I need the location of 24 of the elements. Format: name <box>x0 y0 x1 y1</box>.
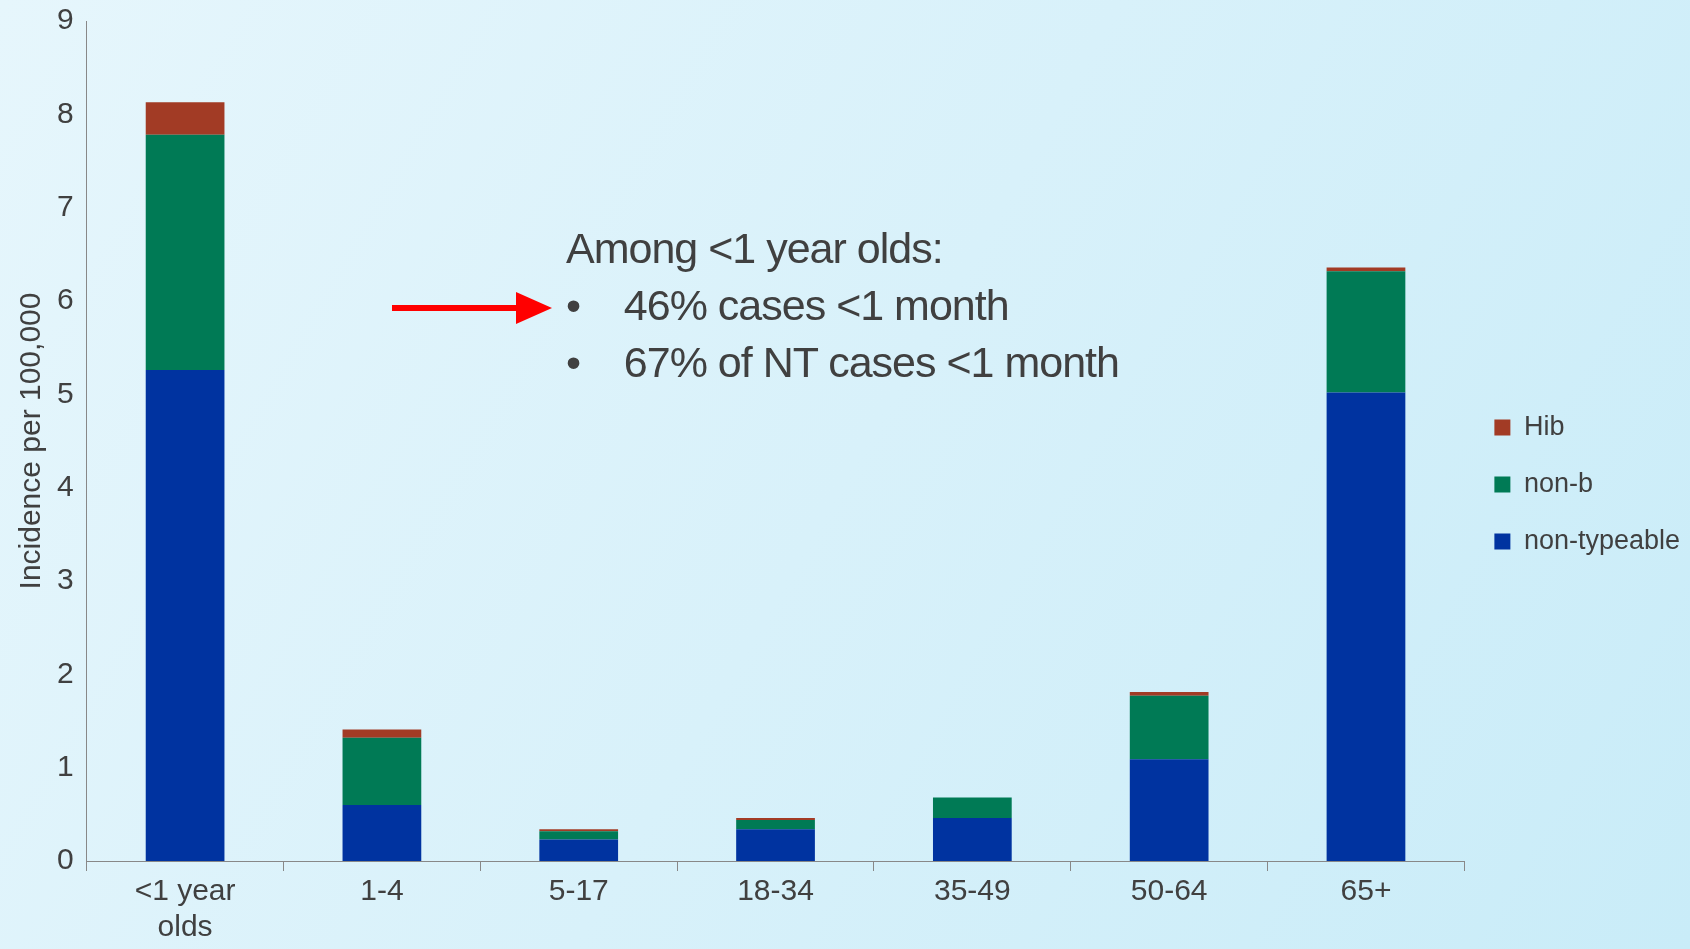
x-tick-label: <1 year olds <box>134 873 236 943</box>
y-tick-label: 0 <box>57 842 74 876</box>
y-tick-label: 2 <box>57 655 74 689</box>
x-tick-label: 65+ <box>1340 873 1392 907</box>
x-tick-label: 35-49 <box>933 873 1011 907</box>
annotation: • 67% of NT cases <1 month <box>566 337 1119 388</box>
legend-label: non-b <box>1523 467 1593 498</box>
annotation: Among <1 year olds: <box>566 223 944 274</box>
x-tick-label: 18-34 <box>737 873 814 907</box>
y-tick-label: 5 <box>57 375 74 409</box>
x-tick-label: 5-17 <box>548 873 609 907</box>
y-tick-label: 7 <box>57 188 74 222</box>
y-tick-label: 8 <box>57 95 74 129</box>
y-axis-title: Incidence per 100,000 <box>13 292 47 590</box>
x-tick-label: 50-64 <box>1130 873 1208 907</box>
x-tick-label: 1-4 <box>360 873 404 907</box>
y-tick-label: 1 <box>57 748 74 782</box>
y-tick-label: 9 <box>57 2 74 36</box>
annotation: • 46% cases <1 month <box>566 280 1010 331</box>
legend-label: non-typeable <box>1523 524 1680 555</box>
y-tick-label: 6 <box>57 282 74 316</box>
legend-label: Hib <box>1523 410 1565 441</box>
y-tick-label: 3 <box>57 562 74 596</box>
y-tick-label: 4 <box>57 468 74 502</box>
